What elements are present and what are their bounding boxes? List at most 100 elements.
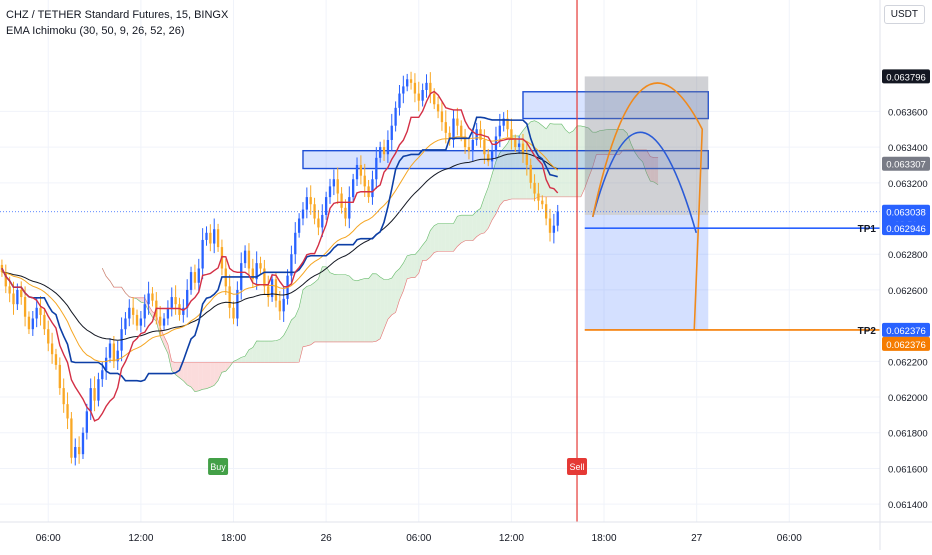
candle — [62, 378, 65, 413]
candle — [189, 266, 193, 295]
candle — [541, 195, 544, 210]
price-label-badge — [882, 156, 930, 171]
currency-button[interactable]: USDT — [883, 5, 925, 24]
candle — [506, 109, 509, 137]
candle — [529, 158, 532, 189]
candle-body — [409, 79, 413, 83]
cloud-segment — [364, 278, 369, 342]
candle — [409, 71, 413, 90]
x-tick-label: 27 — [691, 533, 703, 544]
candle-body — [243, 250, 247, 264]
candle-body — [189, 272, 193, 290]
cloud-segment — [198, 362, 203, 391]
cloud-segment — [148, 305, 153, 318]
candle-body — [77, 447, 81, 455]
cloud-segment — [430, 225, 435, 258]
candle — [425, 74, 428, 98]
candle — [402, 75, 405, 104]
cloud-segment — [515, 135, 520, 199]
candle — [81, 427, 85, 459]
candle-body — [294, 232, 297, 255]
candle — [77, 436, 81, 464]
candle-body — [66, 404, 69, 419]
candle-body — [274, 279, 278, 301]
candle-body — [425, 82, 428, 90]
cloud-segment — [511, 135, 516, 199]
candle — [490, 143, 494, 169]
cloud-segment — [499, 148, 504, 206]
candle — [348, 186, 351, 229]
cloud-segment — [414, 250, 419, 278]
cloud-segment — [642, 149, 647, 174]
candle — [533, 174, 536, 202]
candle-body — [186, 289, 189, 308]
candle-body — [467, 147, 471, 151]
buy-signal-badge — [208, 458, 229, 475]
candle — [216, 223, 220, 252]
candle — [301, 202, 305, 226]
candle — [85, 403, 88, 440]
candle-body — [247, 250, 251, 269]
candle-body — [50, 343, 54, 355]
kijun-line — [1, 116, 558, 383]
candle-body — [70, 418, 73, 458]
sell-signal-label: Sell — [570, 462, 585, 472]
cloud-segment — [144, 297, 149, 311]
indicator-legend[interactable]: EMA Ichimoku (30, 50, 9, 26, 52, 26) — [6, 25, 185, 37]
candle-body — [151, 293, 154, 301]
candle — [259, 256, 262, 275]
candle — [359, 155, 363, 185]
candle — [398, 84, 401, 116]
candle — [166, 300, 170, 326]
candle — [321, 204, 324, 238]
candle — [174, 285, 177, 315]
candle — [128, 299, 131, 327]
cloud-segment — [565, 129, 570, 197]
cloud-segment — [654, 157, 659, 185]
candle — [324, 191, 328, 220]
projection-arc-orange — [591, 82, 704, 330]
candle-body — [483, 139, 486, 155]
candle-body — [39, 307, 42, 315]
candle — [197, 258, 200, 292]
candle-body — [313, 204, 316, 219]
candle — [147, 281, 150, 315]
cloud-segment — [183, 362, 188, 385]
ichimoku-cloud — [102, 120, 659, 392]
candle-body — [340, 193, 343, 208]
candle — [186, 279, 189, 318]
candle — [236, 281, 239, 327]
candle — [297, 213, 301, 238]
candle-body — [529, 164, 532, 183]
candle — [43, 308, 46, 335]
cloud-segment — [453, 216, 458, 252]
candle — [263, 259, 266, 295]
candle — [548, 208, 552, 242]
candle — [421, 83, 424, 107]
cloud-segment — [580, 125, 585, 197]
candle-body — [548, 218, 552, 233]
cloud-segment — [534, 120, 539, 199]
cloud-segment — [357, 279, 361, 342]
cloud-segment — [241, 356, 246, 363]
candle-body — [81, 432, 85, 455]
cloud-segment — [380, 276, 385, 339]
candle-body — [174, 297, 177, 305]
cloud-segment — [422, 240, 427, 261]
candle-body — [232, 307, 235, 319]
candle-body — [16, 289, 19, 305]
candle-body — [456, 118, 459, 126]
candle-body — [444, 122, 447, 133]
candle — [386, 130, 390, 163]
candle — [104, 347, 108, 380]
cloud-segment — [283, 328, 288, 363]
candle — [132, 297, 135, 325]
candle-body — [31, 318, 34, 330]
candle-body — [448, 132, 451, 140]
candle-body — [62, 388, 65, 405]
candle-body — [406, 79, 409, 87]
cloud-segment — [302, 286, 307, 347]
candle — [436, 96, 440, 119]
cloud-segment — [248, 347, 253, 363]
